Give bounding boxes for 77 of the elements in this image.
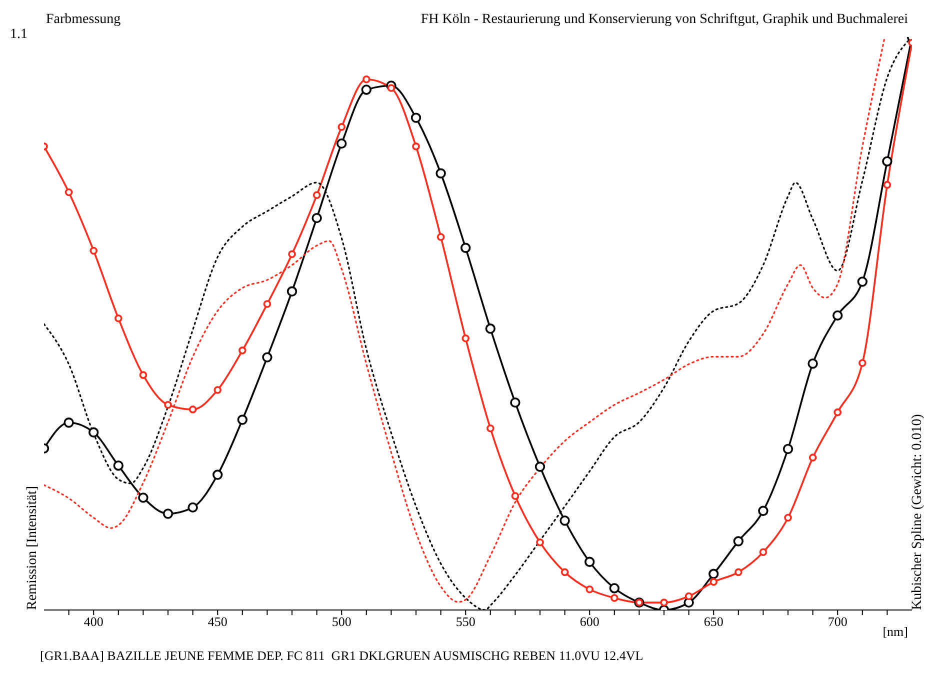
y2-axis-title: Kubischer Spline (Gewicht: 0.010): [910, 414, 925, 610]
point: [139, 371, 148, 379]
point: [312, 191, 321, 200]
point: [784, 514, 792, 522]
point: [485, 324, 496, 334]
point: [410, 112, 422, 123]
point: [436, 233, 445, 241]
y-axis-title: Remission [Intensität]: [25, 486, 40, 610]
point: [138, 492, 148, 503]
point: [262, 352, 272, 362]
x-tick-label: 650: [704, 614, 724, 630]
point: [534, 462, 546, 472]
text: [GR1.BAA] BAZILLE JEUNE FEMME DEP. FC 811 GR1 DKLGRUEN AUSMISCHG REBEN 11.0VU 12.4VL: [40, 648, 644, 664]
x-axis-title: [nm]: [882, 624, 908, 640]
point: [214, 386, 222, 394]
point: [609, 583, 620, 594]
point: [312, 212, 322, 224]
point: [238, 346, 246, 354]
point: [834, 408, 842, 416]
point: [263, 300, 272, 308]
point: [387, 84, 396, 92]
point: [883, 180, 892, 189]
point: [164, 400, 172, 409]
point: [113, 460, 124, 471]
point: [511, 492, 520, 500]
point: [88, 427, 99, 438]
point: [90, 246, 98, 255]
point: [338, 123, 346, 131]
point: [857, 276, 868, 287]
x-tick-label: 400: [84, 614, 104, 630]
point: [188, 406, 197, 414]
point: [759, 548, 768, 556]
point: [436, 168, 446, 178]
x-tick-label: 500: [332, 614, 352, 630]
point: [486, 424, 494, 432]
point: [286, 286, 298, 297]
point: [782, 444, 794, 454]
point: [212, 470, 223, 480]
point: [808, 454, 817, 462]
point: [64, 188, 73, 196]
point: [560, 516, 570, 526]
text: 1.1: [10, 27, 28, 43]
chart-subtitle: FH Köln - Restaurierung und Konservierung von Schriftgut, Graphik und Buchmalerei: [420, 12, 908, 28]
point: [832, 310, 843, 321]
point: [362, 76, 370, 84]
point: [162, 508, 174, 519]
point: [858, 359, 866, 367]
point: [361, 84, 372, 95]
point: [462, 334, 470, 342]
point: [610, 594, 618, 602]
point: [734, 568, 742, 576]
x-tick-label: 600: [580, 614, 600, 630]
point: [684, 592, 693, 600]
point: [336, 138, 347, 149]
point: [188, 502, 198, 513]
x-tick-label: 450: [208, 614, 228, 630]
point: [584, 556, 595, 567]
point: [733, 536, 744, 546]
chart-title: Farbmessung: [46, 12, 121, 28]
point: [758, 506, 768, 516]
x-tick-label: 550: [456, 614, 476, 630]
point: [64, 418, 74, 428]
point: [586, 585, 594, 594]
point: [560, 568, 569, 576]
x-tick-label: 700: [828, 614, 848, 630]
point: [237, 414, 248, 425]
point: [808, 358, 818, 369]
point: [288, 250, 296, 258]
point: [412, 142, 420, 150]
point: [710, 578, 718, 586]
point: [882, 156, 892, 166]
point: [510, 397, 520, 408]
point: [460, 242, 471, 253]
point: [708, 568, 719, 579]
point: [114, 314, 122, 322]
point: [536, 538, 544, 546]
point: [660, 598, 668, 606]
